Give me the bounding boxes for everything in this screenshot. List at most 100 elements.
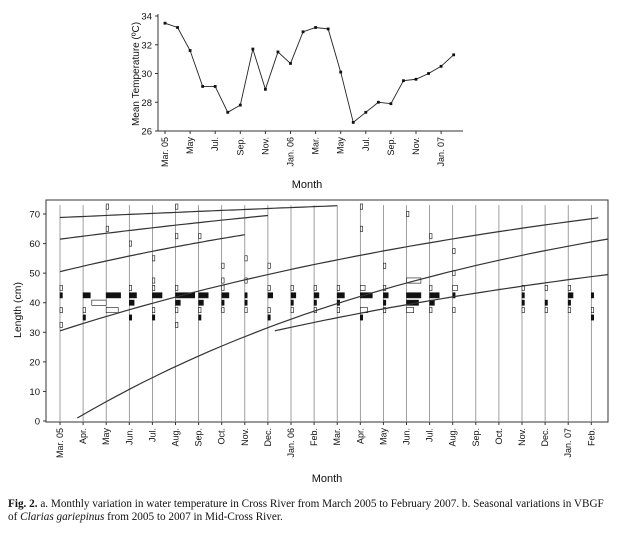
growth-y-tick-label: 30 [29,328,40,339]
temperature-x-axis-label: Month [292,179,323,191]
growth-curve [77,238,608,419]
length-frequency-bar [152,314,156,321]
growth-x-tick-label: Dec. [540,428,550,447]
length-frequency-bar [429,285,433,291]
temperature-x-ticks: Mar. 05 May Jul. Sep. Nov. Jan. 06 Mar. May Jul.… [160,131,446,167]
length-frequency-bar [267,307,271,314]
temperature-series-line [164,22,454,124]
length-frequency-bar [359,292,373,299]
length-frequency-bar [221,277,225,284]
temperature-point [264,87,267,91]
growth-curve [59,214,268,240]
growth-x-tick-label: Apr. [355,428,365,444]
temperature-point [289,62,292,65]
growth-x-tick-label: Aug. [171,428,181,447]
temperature-x-tick-label: Sep. [386,137,396,156]
length-frequency-bar [59,321,63,328]
growth-curve [59,217,599,332]
length-frequency-bar [105,225,109,232]
length-frequency-bar [359,314,363,321]
temperature-x-tick-label: May [185,137,195,155]
length-frequency-bar [567,285,571,291]
length-frequency-bar [383,307,387,314]
growth-y-tick-label: 20 [29,357,40,368]
temperature-x-tick-label: Jan. 07 [436,137,446,167]
length-frequency-bar [152,292,163,299]
temperature-point [238,103,242,107]
length-frequency-bar [221,307,225,314]
length-frequency-bar [590,307,594,314]
length-frequency-bar [152,307,156,314]
length-frequency-bar [267,314,271,321]
length-frequency-bar [452,292,456,299]
length-frequency-bar [198,307,202,314]
length-frequency-bar [59,307,63,314]
length-frequency-bar [267,285,271,291]
temperature-x-tick-label: Nov. [260,137,270,155]
temperature-point [326,27,330,31]
temperature-x-tick-label: Nov. [411,137,421,155]
caption-text-b: from 2005 to 2007 in Mid-Cross River. [104,511,283,523]
temperature-chart: Mean Temperature (ºC) Month 26 28 30 32 34 M… [131,12,463,191]
temperature-point [439,64,443,68]
length-frequency-bar [91,299,107,306]
length-frequency-bar [82,314,86,321]
length-frequency-bar [221,299,225,306]
temperature-x-tick-label: May [336,137,346,155]
length-frequency-bar [175,203,179,210]
temperature-point [414,77,418,81]
length-frequency-bar [198,299,204,306]
growth-x-tick-label: Sep. [471,428,481,447]
growth-y-axis-label: Length (cm) [12,282,24,338]
length-frequency-bar [567,292,574,299]
temperature-x-tick-label: Mar. 05 [160,137,170,167]
growth-x-tick-label: Jan. 06 [286,428,296,458]
growth-x-tick-label: Dec. [263,428,273,447]
growth-x-tick-label: Jul. [147,428,157,442]
length-frequency-bar [129,240,133,247]
temperature-y-tick-label: 32 [141,40,152,51]
length-frequency-bar [290,299,294,306]
length-frequency-bar [383,299,387,306]
temperature-point [276,50,280,54]
temperature-point [364,110,368,114]
figure-caption: Fig. 2. a. Monthly variation in water te… [8,498,614,524]
growth-y-ticks: 0 10 20 30 40 50 60 70 [29,210,46,428]
temperature-y-tick-label: 26 [141,127,152,138]
length-frequency-bar [336,307,340,314]
growth-x-tick-label: Jun. [124,428,134,445]
length-frequency-bar [544,285,548,291]
growth-y-tick-label: 50 [29,269,40,280]
temperature-point [226,110,230,114]
length-frequency-bar [290,307,294,314]
length-frequency-bar [313,285,317,291]
length-frequency-bar [221,262,225,269]
temperature-point [376,100,380,104]
growth-x-tick-label: Feb. [586,428,596,446]
temperature-point [201,85,205,88]
length-frequency-bar [383,292,389,299]
growth-curve [59,205,338,219]
temperature-point [402,79,405,83]
length-frequency-bar [406,307,414,314]
temperature-y-tick-label: 30 [141,69,152,80]
length-frequency-bar [59,292,63,299]
length-frequency-bar [105,307,119,314]
temperature-point [251,47,255,51]
growth-x-tick-label: Jul. [425,428,435,442]
growth-y-tick-label: 60 [29,239,40,250]
length-frequency-bar [521,292,525,299]
length-frequency-bar [452,307,456,314]
length-frequency-bar [244,255,248,262]
length-frequency-bar [590,314,594,321]
length-frequency-bar [359,203,363,210]
length-frequency-bar [152,277,156,284]
length-frequency-bar [129,292,137,299]
length-frequency-bar [59,285,63,291]
length-frequency-bar [452,285,458,291]
growth-x-tick-label: Mar. [332,428,342,446]
growth-y-tick-label: 70 [29,210,40,221]
length-frequency-bar [221,285,225,291]
length-frequency-bar [129,314,133,321]
length-frequency-bar [429,307,433,314]
